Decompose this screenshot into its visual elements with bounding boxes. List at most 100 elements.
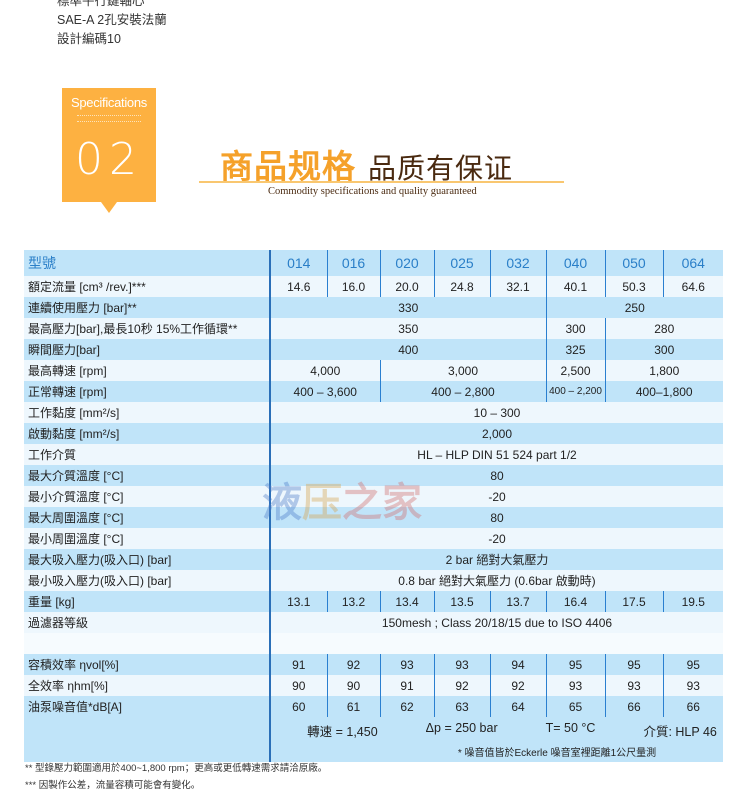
row-label <box>24 633 271 654</box>
row-value: 94 <box>489 654 546 675</box>
row-label: 最大周圍溫度 [°C] <box>24 507 271 528</box>
row-value: 24.8 <box>433 276 490 297</box>
model-header: 040 <box>545 250 605 276</box>
table-row: 重量 [kg] 13.1 13.2 13.4 13.5 13.7 16.4 17.5 19.5 <box>24 591 723 612</box>
model-header: 032 <box>489 250 546 276</box>
table-row: 過濾器等級 150mesh ; Class 20/18/15 due to ISO… <box>24 612 723 633</box>
row-value: 16.4 <box>545 591 605 612</box>
row-value <box>270 633 723 654</box>
table-row: 最大吸入壓力(吸入口) [bar] 2 bar 絕對大氣壓力 <box>24 549 723 570</box>
test-condition: T= 50 °C <box>545 721 596 735</box>
row-value: 20.0 <box>379 276 434 297</box>
row-value: 13.5 <box>433 591 490 612</box>
row-label: 最高壓力[bar],最長10秒 15%工作循環** <box>24 318 271 339</box>
row-value: 95 <box>545 654 605 675</box>
row-value: 400 – 2,800 <box>379 381 546 402</box>
table-row: 連續使用壓力 [bar]** 330 250 <box>24 297 723 318</box>
row-value: 19.5 <box>662 591 723 612</box>
model-header: 050 <box>604 250 663 276</box>
row-value: -20 <box>488 531 506 546</box>
row-value: 0.8 bar 絕對大氣壓力 (0.6bar 啟動時) <box>398 574 596 588</box>
row-label: 最小介質溫度 [°C] <box>24 486 271 507</box>
noise-note: * 噪音值皆於Eckerle 噪音室裡距離1公尺量測 <box>457 748 657 759</box>
row-value: HL – HLP DIN 51 524 part 1/2 <box>417 447 577 462</box>
row-label: 工作介質 <box>24 444 271 465</box>
row-value: 80 <box>490 510 504 525</box>
row-value: 13.1 <box>287 594 311 609</box>
row-value: 350 <box>398 321 419 336</box>
section-title: 商品规格 品质有保证 <box>220 140 513 188</box>
test-condition: 介質: HLP 46 <box>643 725 717 739</box>
row-label: 最大吸入壓力(吸入口) [bar] <box>24 549 271 570</box>
row-value: 93 <box>662 675 723 696</box>
row-label: 最大介質溫度 [°C] <box>24 465 271 486</box>
row-value: 13.7 <box>489 591 546 612</box>
table-row: 最高轉速 [rpm] 4,000 3,000 2,500 1,800 <box>24 360 723 381</box>
table-row: 全效率 ηhm[%] 90 90 91 92 92 93 93 93 <box>24 675 723 696</box>
row-value: 62 <box>379 696 434 717</box>
table-row: 最高壓力[bar],最長10秒 15%工作循環** 350 300 280 <box>24 318 723 339</box>
table-row <box>24 633 723 654</box>
header-label: 型號 <box>24 250 271 276</box>
table-row: 瞬間壓力[bar] 400 325 300 <box>24 339 723 360</box>
row-value: 13.4 <box>379 591 434 612</box>
row-value: 64.6 <box>662 276 723 297</box>
row-value: 91 <box>292 657 306 672</box>
model-header: 020 <box>379 250 434 276</box>
row-value: 300 <box>545 318 605 339</box>
intro-line: 設計編碼10 <box>57 32 121 46</box>
row-value: 95 <box>662 654 723 675</box>
row-value: 300 <box>604 339 723 360</box>
row-value: 2,500 <box>545 360 605 381</box>
row-label: 最小周圍溫度 [°C] <box>24 528 271 549</box>
table-row: 容積效率 ηvol[%] 91 92 93 93 94 95 95 95 <box>24 654 723 675</box>
table-row: 最大介質溫度 [°C] 80 <box>24 465 723 486</box>
intro-text: 標準平行鍵軸心 SAE-A 2孔安裝法蘭 設計編碼10 <box>57 0 167 49</box>
badge-number: 02 <box>75 134 143 185</box>
row-label: 啟動黏度 [mm²/s] <box>24 423 271 444</box>
row-label: 正常轉速 [rpm] <box>24 381 271 402</box>
table-row: 正常轉速 [rpm] 400 – 3,600 400 – 2,800 400 – 2,… <box>24 381 723 402</box>
row-value: 325 <box>545 339 605 360</box>
table-row: 最大周圍溫度 [°C] 80 <box>24 507 723 528</box>
row-value: 90 <box>292 678 306 693</box>
row-value: 4,000 <box>310 363 341 378</box>
footnote: *** 因製作公差，流量容積可能會有變化。 <box>25 780 201 791</box>
row-value: 400 <box>398 342 419 357</box>
row-value: 95 <box>604 654 663 675</box>
model-header: 025 <box>433 250 490 276</box>
conditions-line: 轉速 = 1,450 Δp = 250 bar T= 50 °C 介質: HLP 46 <box>271 721 723 740</box>
row-value: -20 <box>488 489 506 504</box>
row-label: 過濾器等級 <box>24 612 271 633</box>
title-subtitle: Commodity specifications and quality gua… <box>268 186 477 197</box>
row-value: 400 – 2,200 <box>545 381 605 402</box>
footnote: ** 型錄壓力範圍適用於400~1,800 rpm；更高或更低轉速需求請洽原廠。 <box>25 763 328 774</box>
row-label: 重量 [kg] <box>24 591 271 612</box>
row-value: 40.1 <box>545 276 605 297</box>
test-condition: 轉速 = 1,450 <box>307 725 378 739</box>
table-row: 最小介質溫度 [°C] -20 <box>24 486 723 507</box>
test-conditions: 轉速 = 1,450 Δp = 250 bar T= 50 °C 介質: HLP 46… <box>271 721 723 759</box>
table-row: 額定流量 [cm³ /rev.]*** 14.6 16.0 20.0 24.8 32.1 4… <box>24 276 723 297</box>
row-value: 50.3 <box>604 276 663 297</box>
row-value: 93 <box>433 654 490 675</box>
table-row: 工作介質 HL – HLP DIN 51 524 part 1/2 <box>24 444 723 465</box>
row-label: 工作黏度 [mm²/s] <box>24 402 271 423</box>
section-badge: Specifications 02 <box>62 88 156 213</box>
table-row: 最小吸入壓力(吸入口) [bar] 0.8 bar 絕對大氣壓力 (0.6bar … <box>24 570 723 591</box>
row-value: 400 – 3,600 <box>293 384 357 399</box>
test-condition: Δp = 250 bar <box>425 721 498 735</box>
row-value: 92 <box>489 675 546 696</box>
row-value: 1,800 <box>604 360 723 381</box>
row-value: 60 <box>292 699 306 714</box>
row-value: 92 <box>433 675 490 696</box>
badge-decoration <box>77 115 141 122</box>
row-value: 2,000 <box>481 426 513 441</box>
row-value: 330 <box>398 300 419 315</box>
row-value: 16.0 <box>326 276 380 297</box>
row-value: 63 <box>433 696 490 717</box>
row-value: 32.1 <box>489 276 546 297</box>
title-secondary: 品质有保证 <box>368 153 514 184</box>
table-row: 啟動黏度 [mm²/s] 2,000 <box>24 423 723 444</box>
row-value: 61 <box>326 696 380 717</box>
